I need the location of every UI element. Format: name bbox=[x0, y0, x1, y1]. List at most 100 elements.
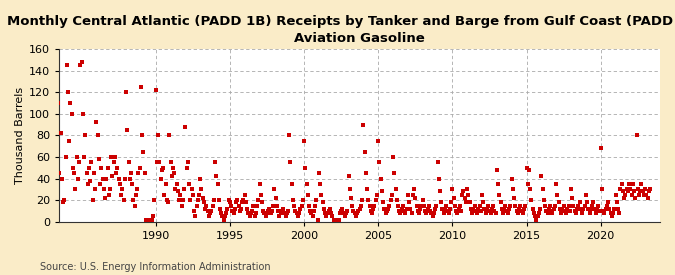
Point bbox=[155, 176, 166, 181]
Point bbox=[615, 187, 626, 191]
Point bbox=[185, 198, 196, 202]
Point bbox=[639, 192, 649, 197]
Point bbox=[159, 192, 170, 197]
Point bbox=[606, 214, 617, 219]
Point bbox=[395, 211, 406, 215]
Point bbox=[453, 207, 464, 211]
Point bbox=[406, 211, 417, 215]
Point bbox=[121, 90, 132, 94]
Point bbox=[446, 200, 456, 205]
Point bbox=[296, 203, 307, 208]
Point bbox=[171, 182, 182, 186]
Point bbox=[591, 207, 602, 211]
Point bbox=[392, 198, 402, 202]
Point bbox=[301, 182, 312, 186]
Point bbox=[576, 207, 587, 211]
Point bbox=[210, 160, 221, 164]
Point bbox=[530, 214, 541, 219]
Point bbox=[487, 207, 497, 211]
Point bbox=[618, 189, 628, 194]
Point bbox=[225, 203, 236, 208]
Point bbox=[381, 209, 392, 213]
Point bbox=[562, 207, 572, 211]
Point bbox=[346, 196, 356, 200]
Point bbox=[298, 198, 308, 202]
Point bbox=[127, 182, 138, 186]
Point bbox=[124, 176, 135, 181]
Point bbox=[411, 203, 422, 208]
Point bbox=[261, 211, 272, 215]
Point bbox=[84, 166, 95, 170]
Point bbox=[169, 171, 180, 175]
Point bbox=[423, 203, 434, 208]
Point bbox=[609, 207, 620, 211]
Point bbox=[267, 209, 277, 213]
Point bbox=[363, 198, 374, 202]
Point bbox=[238, 198, 249, 202]
Point bbox=[554, 200, 564, 205]
Point bbox=[478, 200, 489, 205]
Point bbox=[200, 207, 211, 211]
Point bbox=[458, 189, 469, 194]
Point bbox=[117, 187, 128, 191]
Point bbox=[281, 211, 292, 215]
Point bbox=[198, 200, 209, 205]
Point bbox=[344, 187, 355, 191]
Point bbox=[350, 214, 361, 219]
Point bbox=[626, 192, 637, 197]
Point bbox=[414, 211, 425, 215]
Point bbox=[637, 189, 648, 194]
Point bbox=[548, 207, 559, 211]
Point bbox=[447, 187, 458, 191]
Point bbox=[604, 207, 615, 211]
Point bbox=[160, 182, 171, 186]
Point bbox=[261, 214, 271, 219]
Point bbox=[170, 187, 181, 191]
Point bbox=[269, 187, 279, 191]
Point bbox=[541, 209, 551, 213]
Point bbox=[173, 198, 184, 202]
Point bbox=[518, 211, 529, 215]
Point bbox=[112, 166, 123, 170]
Point bbox=[247, 209, 258, 213]
Point bbox=[539, 198, 549, 202]
Point bbox=[500, 203, 511, 208]
Point bbox=[163, 200, 173, 205]
Point bbox=[429, 211, 439, 215]
Point bbox=[546, 209, 557, 213]
Point bbox=[197, 196, 208, 200]
Point bbox=[484, 209, 495, 213]
Point bbox=[227, 209, 238, 213]
Point bbox=[563, 203, 574, 208]
Point bbox=[545, 203, 556, 208]
Point bbox=[68, 166, 78, 170]
Point bbox=[92, 133, 103, 138]
Point bbox=[585, 207, 596, 211]
Point bbox=[335, 209, 346, 213]
Point bbox=[275, 211, 286, 215]
Point bbox=[420, 209, 431, 213]
Point bbox=[95, 182, 105, 186]
Point bbox=[111, 171, 122, 175]
Point bbox=[244, 214, 255, 219]
Point bbox=[221, 211, 232, 215]
Point bbox=[93, 157, 104, 161]
Point bbox=[236, 207, 246, 211]
Point bbox=[462, 187, 472, 191]
Point bbox=[543, 207, 554, 211]
Point bbox=[219, 214, 230, 219]
Point bbox=[384, 203, 395, 208]
Point bbox=[306, 211, 317, 215]
Point bbox=[348, 209, 359, 213]
Point bbox=[326, 211, 337, 215]
Point bbox=[390, 187, 401, 191]
Point bbox=[102, 166, 113, 170]
Point bbox=[533, 214, 543, 219]
Point bbox=[340, 214, 350, 219]
Point bbox=[153, 133, 163, 138]
Point bbox=[268, 203, 279, 208]
Point bbox=[99, 187, 109, 191]
Point bbox=[495, 200, 506, 205]
Point bbox=[191, 203, 202, 208]
Point bbox=[588, 200, 599, 205]
